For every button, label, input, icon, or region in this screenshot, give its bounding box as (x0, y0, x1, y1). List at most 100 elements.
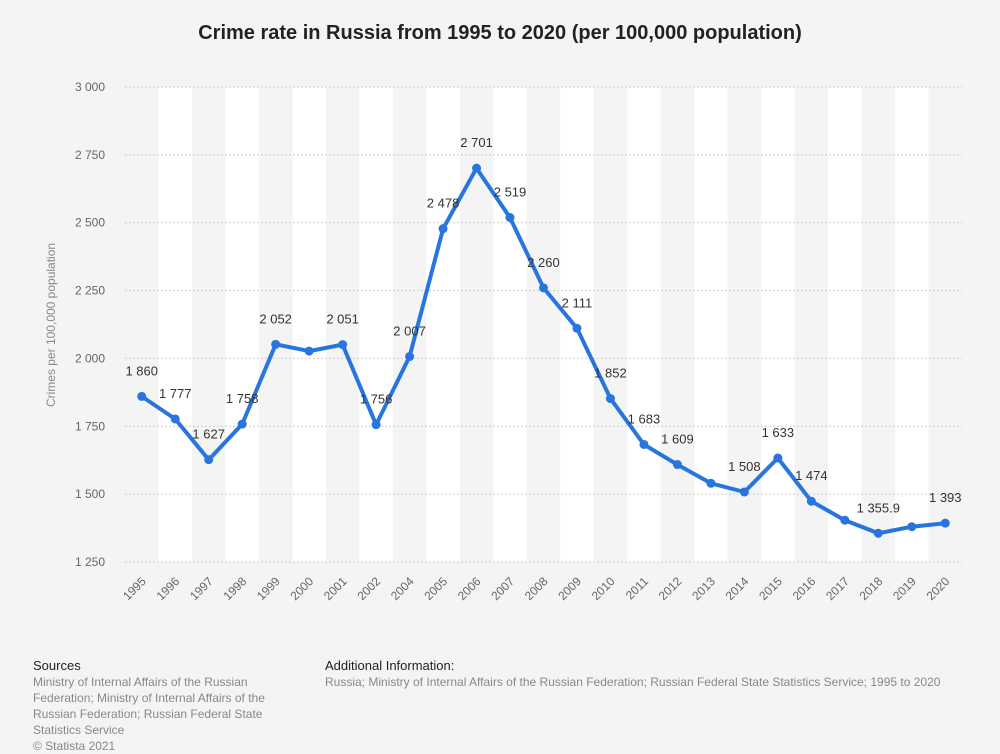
data-point (505, 213, 515, 223)
data-label: 1 860 (125, 363, 158, 378)
y-tick-label: 1 250 (75, 555, 105, 569)
data-point (840, 515, 850, 525)
data-label: 1 633 (762, 425, 795, 440)
data-label: 1 393 (929, 490, 962, 505)
y-tick-label: 2 750 (75, 148, 105, 162)
data-point (170, 414, 180, 424)
data-label: 1 683 (628, 411, 661, 426)
data-point (338, 340, 348, 350)
x-tick-label: 2000 (287, 574, 316, 603)
column-band (292, 87, 326, 562)
x-tick-label: 2018 (857, 574, 886, 603)
y-tick-label: 2 250 (75, 284, 105, 298)
x-tick-label: 1997 (187, 574, 216, 603)
y-axis-tick-labels: 1 250 1 500 1 750 2 000 2 250 2 500 2 750 3 000 (75, 80, 105, 569)
data-label: 2 260 (527, 255, 560, 270)
data-point (237, 419, 247, 429)
data-label: 2 052 (259, 311, 292, 326)
column-band (627, 87, 661, 562)
data-point (873, 528, 883, 538)
data-label: 1 609 (661, 432, 694, 447)
data-point (639, 439, 649, 449)
y-axis-label: Crimes per 100,000 population (44, 243, 58, 407)
x-tick-label: 2004 (388, 574, 417, 603)
line-chart: 1 250 1 500 1 750 2 000 2 250 2 500 2 750 3 000… (44, 80, 962, 603)
y-tick-label: 1 500 (75, 487, 105, 501)
data-point (539, 283, 548, 293)
data-point (304, 346, 314, 356)
data-point (773, 453, 783, 463)
data-point (572, 323, 582, 333)
y-tick-label: 1 750 (75, 419, 105, 433)
data-point (739, 487, 749, 497)
data-point (405, 352, 415, 362)
data-label: 1 508 (728, 459, 761, 474)
x-tick-label: 1996 (154, 574, 183, 603)
column-band (225, 87, 259, 562)
data-point (137, 391, 147, 401)
x-tick-label: 2001 (321, 574, 350, 603)
data-point (940, 518, 950, 528)
column-band (761, 87, 795, 562)
data-label: 1 852 (594, 366, 627, 381)
column-band (895, 87, 929, 562)
x-tick-label: 2015 (756, 574, 785, 603)
sources-block: Sources Ministry of Internal Affairs of … (33, 658, 283, 754)
x-tick-label: 2013 (689, 574, 718, 603)
data-label: 2 051 (326, 312, 359, 327)
column-bands (158, 87, 929, 562)
column-band (359, 87, 393, 562)
data-label: 2 519 (494, 185, 527, 200)
data-point (706, 478, 716, 488)
y-tick-label: 3 000 (75, 80, 105, 94)
y-tick-label: 2 500 (75, 216, 105, 230)
data-point (204, 455, 214, 465)
column-band (426, 87, 460, 562)
data-point (472, 163, 482, 173)
data-label: 1 627 (192, 427, 225, 442)
data-points (137, 163, 950, 538)
column-band (694, 87, 728, 562)
x-tick-label: 2008 (522, 574, 551, 603)
chart-title: Crime rate in Russia from 1995 to 2020 (… (198, 22, 802, 44)
x-tick-label: 2007 (488, 574, 517, 603)
data-label: 2 701 (460, 135, 493, 150)
data-label: 1 777 (159, 386, 192, 401)
data-label: 1 756 (360, 392, 393, 407)
data-label: 2 111 (562, 295, 593, 310)
data-label: 1 355.9 (857, 500, 900, 515)
column-band (493, 87, 527, 562)
column-band (828, 87, 862, 562)
data-point (806, 496, 816, 506)
data-label: 2 478 (427, 196, 460, 211)
data-label: 2 007 (393, 324, 426, 339)
data-point (907, 522, 917, 532)
additional-info-block: Additional Information: Russia; Ministry… (325, 658, 985, 690)
x-tick-label: 2005 (421, 574, 450, 603)
additional-info-text: Russia; Ministry of Internal Affairs of … (325, 675, 941, 689)
x-tick-label: 2011 (623, 574, 651, 602)
sources-heading: Sources (33, 658, 81, 673)
x-tick-label: 1995 (120, 574, 149, 603)
data-label: 1 474 (795, 468, 828, 483)
x-tick-label: 2009 (555, 574, 584, 603)
data-point (672, 460, 682, 470)
x-tick-label: 1998 (221, 574, 250, 603)
sources-text: Ministry of Internal Affairs of the Russ… (33, 675, 265, 737)
x-tick-label: 2012 (656, 574, 685, 603)
x-tick-label: 2010 (589, 574, 618, 603)
x-tick-label: 2006 (455, 574, 484, 603)
data-label: 1 758 (226, 391, 259, 406)
x-tick-label: 2020 (924, 574, 953, 603)
data-point (371, 420, 381, 430)
x-tick-label: 2002 (354, 574, 383, 603)
data-point (271, 339, 281, 349)
data-point (605, 394, 615, 404)
data-point (438, 224, 448, 234)
x-tick-label: 2019 (890, 574, 919, 603)
column-band (158, 87, 192, 562)
gridlines (125, 86, 962, 563)
x-tick-label: 2017 (823, 574, 852, 603)
x-tick-label: 2014 (723, 574, 752, 603)
